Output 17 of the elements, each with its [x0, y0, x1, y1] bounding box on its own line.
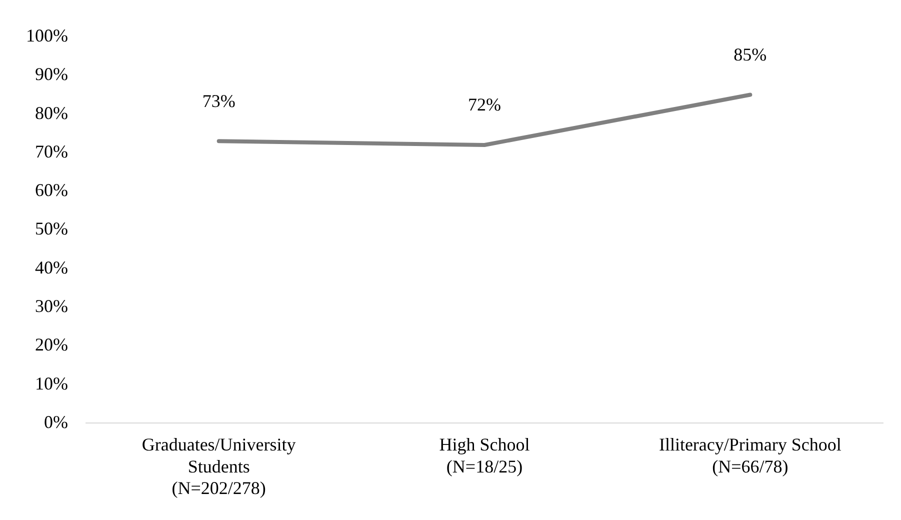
- y-tick-label: 70%: [34, 141, 68, 162]
- y-tick-label: 10%: [34, 373, 68, 394]
- y-tick-label: 40%: [34, 257, 68, 278]
- y-tick-label: 100%: [26, 26, 68, 46]
- y-tick-label: 20%: [34, 334, 68, 355]
- y-tick-label: 60%: [34, 180, 68, 200]
- y-tick-label: 0%: [44, 412, 68, 432]
- y-tick-label: 50%: [34, 218, 68, 239]
- x-tick-label: Graduates/University Students (N=202/278): [142, 434, 296, 498]
- x-tick-label: High School (N=18/25): [439, 434, 530, 476]
- y-tick-label: 90%: [34, 64, 68, 84]
- y-tick-label: 30%: [34, 296, 68, 316]
- x-tick-label: Illiteracy/Primary School (N=66/78): [658, 434, 842, 476]
- y-tick-label: 80%: [34, 102, 68, 123]
- data-label: 85%: [734, 44, 767, 64]
- data-label: 72%: [468, 94, 501, 115]
- data-label: 73%: [202, 90, 236, 111]
